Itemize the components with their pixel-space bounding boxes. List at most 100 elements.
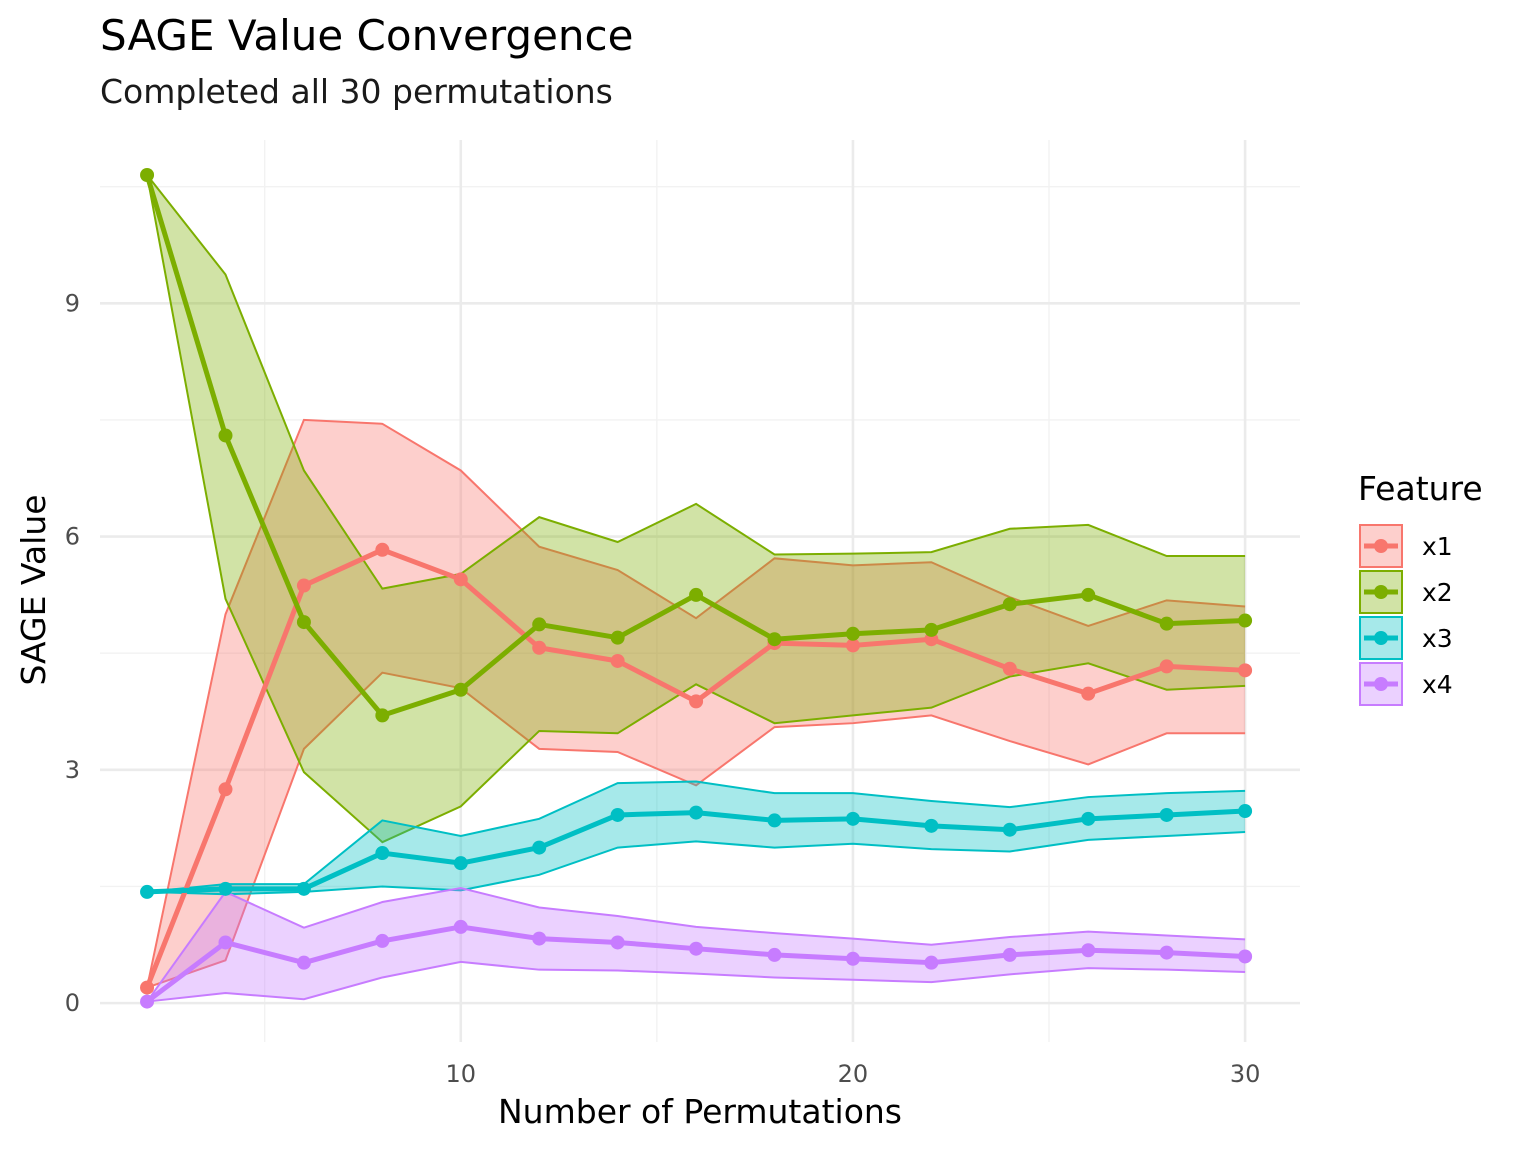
point-x4 [1002, 947, 1017, 962]
point-x2 [140, 167, 155, 182]
point-x3 [453, 856, 468, 871]
point-x2 [532, 617, 547, 632]
point-x1 [375, 542, 390, 557]
legend-key-point-x1 [1374, 539, 1388, 553]
point-x3 [1159, 807, 1174, 822]
legend-item-x4: x4 [1359, 662, 1453, 706]
point-x4 [924, 955, 939, 970]
point-x2 [610, 630, 625, 645]
legend-label-x2: x2 [1422, 578, 1453, 607]
band-lower-x2 [146, 174, 1246, 844]
legend-key-point-x4 [1374, 677, 1388, 691]
x-axis-ticks: 10 20 30 [446, 1060, 1261, 1088]
y-tick-label: 6 [65, 523, 80, 551]
y-tick-label: 0 [65, 989, 80, 1017]
legend-label-x4: x4 [1422, 670, 1453, 699]
point-x3 [532, 840, 547, 855]
point-x3 [1081, 811, 1096, 826]
point-x2 [218, 428, 233, 443]
band-x2 [147, 174, 1246, 843]
plot-area [100, 140, 1300, 1042]
legend-item-x2: x2 [1359, 570, 1453, 614]
point-x3 [610, 807, 625, 822]
band-upper-x1 [146, 418, 1246, 988]
point-x1 [845, 638, 860, 653]
point-x4 [218, 935, 233, 950]
point-x1 [532, 640, 547, 655]
point-x2 [845, 626, 860, 641]
x-tick-label: 30 [1230, 1060, 1261, 1088]
x-axis-label: Number of Permutations [498, 1092, 902, 1131]
point-x2 [453, 682, 468, 697]
legend-item-x3: x3 [1359, 616, 1453, 660]
legend-key-point-x2 [1374, 585, 1388, 599]
band-upper-x3 [146, 780, 1246, 893]
point-x3 [1002, 822, 1017, 837]
point-x3 [375, 846, 390, 861]
point-x4 [140, 994, 155, 1009]
point-x4 [610, 935, 625, 950]
y-axis-ticks: 0 3 6 9 [65, 289, 80, 1017]
point-x4 [296, 955, 311, 970]
point-x4 [532, 931, 547, 946]
y-tick-label: 3 [65, 756, 80, 784]
point-x2 [1238, 613, 1253, 628]
y-tick-label: 9 [65, 289, 80, 317]
legend-items: x1 x2 x3 x4 [1359, 524, 1453, 706]
point-x2 [1002, 597, 1017, 612]
point-x4 [1081, 943, 1096, 958]
point-x3 [218, 881, 233, 896]
point-x4 [453, 919, 468, 934]
legend-label-x3: x3 [1422, 624, 1453, 653]
point-x1 [610, 653, 625, 668]
band-lower-x3 [147, 831, 1246, 896]
band-upper-x4 [146, 887, 1246, 1003]
x-tick-label: 20 [838, 1060, 869, 1088]
point-x1 [140, 980, 155, 995]
point-x3 [689, 805, 704, 820]
legend: Feature x1 x2 x3 x4 [1358, 469, 1483, 706]
point-x2 [924, 622, 939, 637]
point-x3 [1238, 804, 1253, 819]
x-tick-label: 10 [446, 1060, 477, 1088]
legend-item-x1: x1 [1359, 524, 1453, 568]
point-x1 [218, 782, 233, 797]
point-x4 [1238, 949, 1253, 964]
point-x1 [296, 578, 311, 593]
point-x2 [375, 708, 390, 723]
point-x1 [1081, 686, 1096, 701]
chart-subtitle: Completed all 30 permutations [100, 72, 613, 111]
point-x3 [296, 881, 311, 896]
point-x4 [375, 933, 390, 948]
point-x4 [845, 951, 860, 966]
band-x3 [147, 781, 1246, 895]
point-x1 [1159, 659, 1174, 674]
band-lower-x1 [146, 671, 1246, 989]
point-x4 [1159, 945, 1174, 960]
legend-key-point-x3 [1374, 631, 1388, 645]
y-axis-label: SAGE Value [14, 494, 53, 685]
band-lower-x4 [146, 960, 1246, 1003]
point-x1 [1002, 661, 1017, 676]
chart-title: SAGE Value Convergence [100, 11, 633, 60]
point-x2 [296, 615, 311, 630]
point-x1 [689, 694, 704, 709]
point-x3 [767, 813, 782, 828]
series-points [140, 167, 1253, 1009]
point-x4 [689, 941, 704, 956]
legend-label-x1: x1 [1422, 532, 1453, 561]
point-x3 [924, 818, 939, 833]
grid [100, 140, 1300, 1042]
point-x1 [453, 572, 468, 587]
point-x4 [767, 947, 782, 962]
point-x3 [140, 884, 155, 899]
point-x2 [767, 632, 782, 647]
point-x2 [689, 587, 704, 602]
point-x2 [1081, 587, 1096, 602]
legend-title: Feature [1358, 469, 1483, 508]
point-x2 [1159, 616, 1174, 631]
band-upper-x2 [146, 174, 1246, 590]
point-x3 [845, 811, 860, 826]
